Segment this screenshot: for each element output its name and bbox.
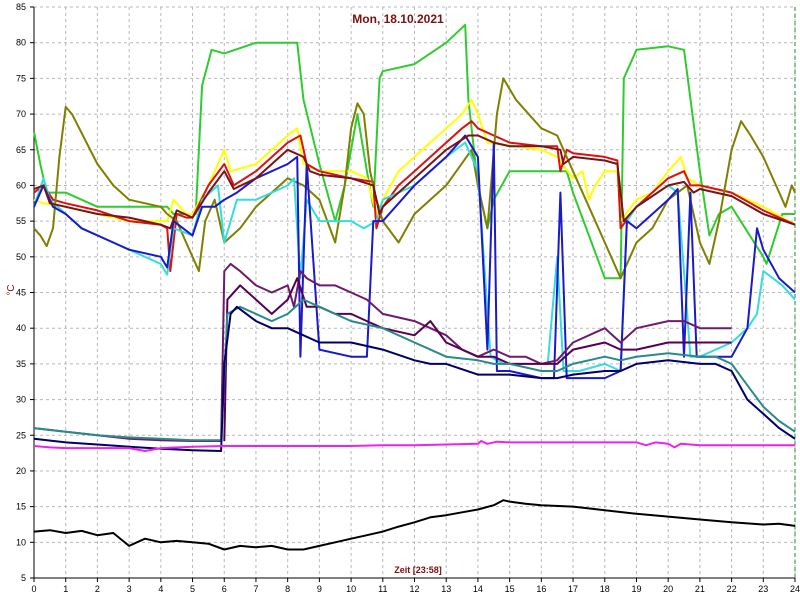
y-tick-label: 15 [16, 502, 26, 512]
y-tick-label: 50 [16, 252, 26, 262]
x-tick-label: 19 [631, 584, 641, 594]
y-tick-label: 40 [16, 323, 26, 333]
x-tick-label: 3 [127, 584, 132, 594]
x-tick-label: 2 [95, 584, 100, 594]
y-tick-label: 85 [16, 2, 26, 12]
x-tick-label: 10 [346, 584, 356, 594]
series-line-7 [33, 134, 796, 230]
x-tick-label: 7 [253, 584, 258, 594]
series-line-2 [33, 98, 796, 226]
series-line-13 [33, 499, 796, 551]
x-tick-label: 13 [441, 584, 451, 594]
y-tick-label: 55 [16, 216, 26, 226]
x-tick-label: 1 [63, 584, 68, 594]
y-tick-label: 65 [16, 145, 26, 155]
x-tick-label: 16 [536, 584, 546, 594]
y-tick-label: 45 [16, 288, 26, 298]
x-tick-label: 14 [473, 584, 483, 594]
x-tick-label: 24 [790, 584, 800, 594]
y-tick-label: 75 [16, 73, 26, 83]
series-line-6 [33, 134, 796, 380]
x-tick-label: 18 [600, 584, 610, 594]
axes: 0 1 2 3 4 5 6 7 8 9 10 11 12 13 14 15 16 17 18 19 20 21 22 23 24… [16, 2, 800, 594]
y-tick-label: 35 [16, 359, 26, 369]
y-tick-label: 20 [16, 466, 26, 476]
y-axis-label: °C [6, 284, 17, 295]
x-tick-label: 21 [695, 584, 705, 594]
x-tick-label: 0 [31, 584, 36, 594]
series-lines [33, 23, 796, 551]
y-tick-label: 30 [16, 395, 26, 405]
series-line-8 [33, 262, 732, 442]
x-tick-label: 23 [758, 584, 768, 594]
grid [33, 6, 796, 579]
series-line-12 [33, 440, 795, 452]
x-tick-label: 17 [568, 584, 578, 594]
x-tick-label: 5 [190, 584, 195, 594]
x-tick-label: 4 [158, 584, 163, 594]
x-tick-label: 6 [222, 584, 227, 594]
y-tick-label: 25 [16, 430, 26, 440]
y-tick-label: 80 [16, 38, 26, 48]
chart-title: Mon, 18.10.2021 [352, 12, 444, 26]
y-tick-label: 70 [16, 109, 26, 119]
y-tick-label: 60 [16, 180, 26, 190]
x-tick-label: 8 [285, 584, 290, 594]
series-line-11 [33, 305, 796, 452]
x-tick-label: 22 [727, 584, 737, 594]
y-tick-label: 10 [16, 537, 26, 547]
x-tick-label: 11 [378, 584, 387, 594]
x-axis-label: Zeit [23:58] [394, 565, 442, 575]
x-tick-label: 20 [663, 584, 673, 594]
x-tick-label: 9 [317, 584, 322, 594]
x-tick-label: 12 [409, 584, 419, 594]
y-tick-label: 5 [21, 573, 26, 583]
x-tick-label: 15 [505, 584, 515, 594]
series-line-9 [223, 277, 732, 442]
